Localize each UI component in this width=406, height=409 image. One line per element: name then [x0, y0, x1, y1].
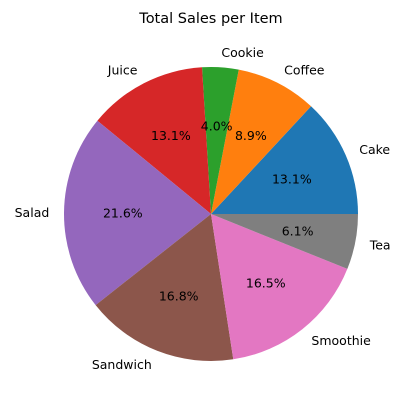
pie-slice-juice	[97, 67, 211, 214]
percentage-labels: 13.1% 8.9%4.0% 13.1% 21.6% 16.8% 16.5% 6.1%	[103, 118, 314, 303]
chart-title: Total Sales per Item	[138, 11, 282, 27]
pie-slice-salad	[63, 120, 211, 306]
pie-slice-cookie	[202, 66, 239, 214]
percentage-label-juice: 13.1%	[151, 128, 191, 143]
category-label-cake: Cake	[359, 142, 390, 157]
category-label-coffee: Coffee	[284, 62, 325, 77]
pie-slice-tea	[211, 214, 358, 269]
category-label-juice: Juice	[107, 63, 138, 78]
percentage-label-coffee: 8.9%	[235, 128, 267, 143]
percentage-label-salad: 21.6%	[103, 206, 143, 221]
pie-slice-cake	[211, 106, 358, 214]
pie-slice-coffee	[211, 69, 312, 214]
category-label-salad: Salad	[15, 205, 50, 220]
percentage-label-smoothie: 16.5%	[246, 276, 286, 291]
percentage-label-cake: 13.1%	[272, 171, 312, 186]
category-label-sandwich: Sandwich	[92, 357, 152, 372]
pie-slices	[63, 66, 358, 361]
category-labels: Cake Coffee Cookie Juice Salad Sandwich Smooth…	[15, 45, 391, 372]
pie-slice-smoothie	[211, 214, 348, 360]
category-label-smoothie: Smoothie	[311, 333, 371, 348]
category-label-cookie: Cookie	[221, 45, 264, 60]
percentage-label-cookie: 4.0%	[201, 118, 233, 133]
percentage-label-sandwich: 16.8%	[159, 289, 199, 304]
percentage-label-tea: 6.1%	[282, 223, 314, 238]
category-label-tea: Tea	[369, 237, 391, 252]
pie-slice-sandwich	[95, 214, 234, 361]
